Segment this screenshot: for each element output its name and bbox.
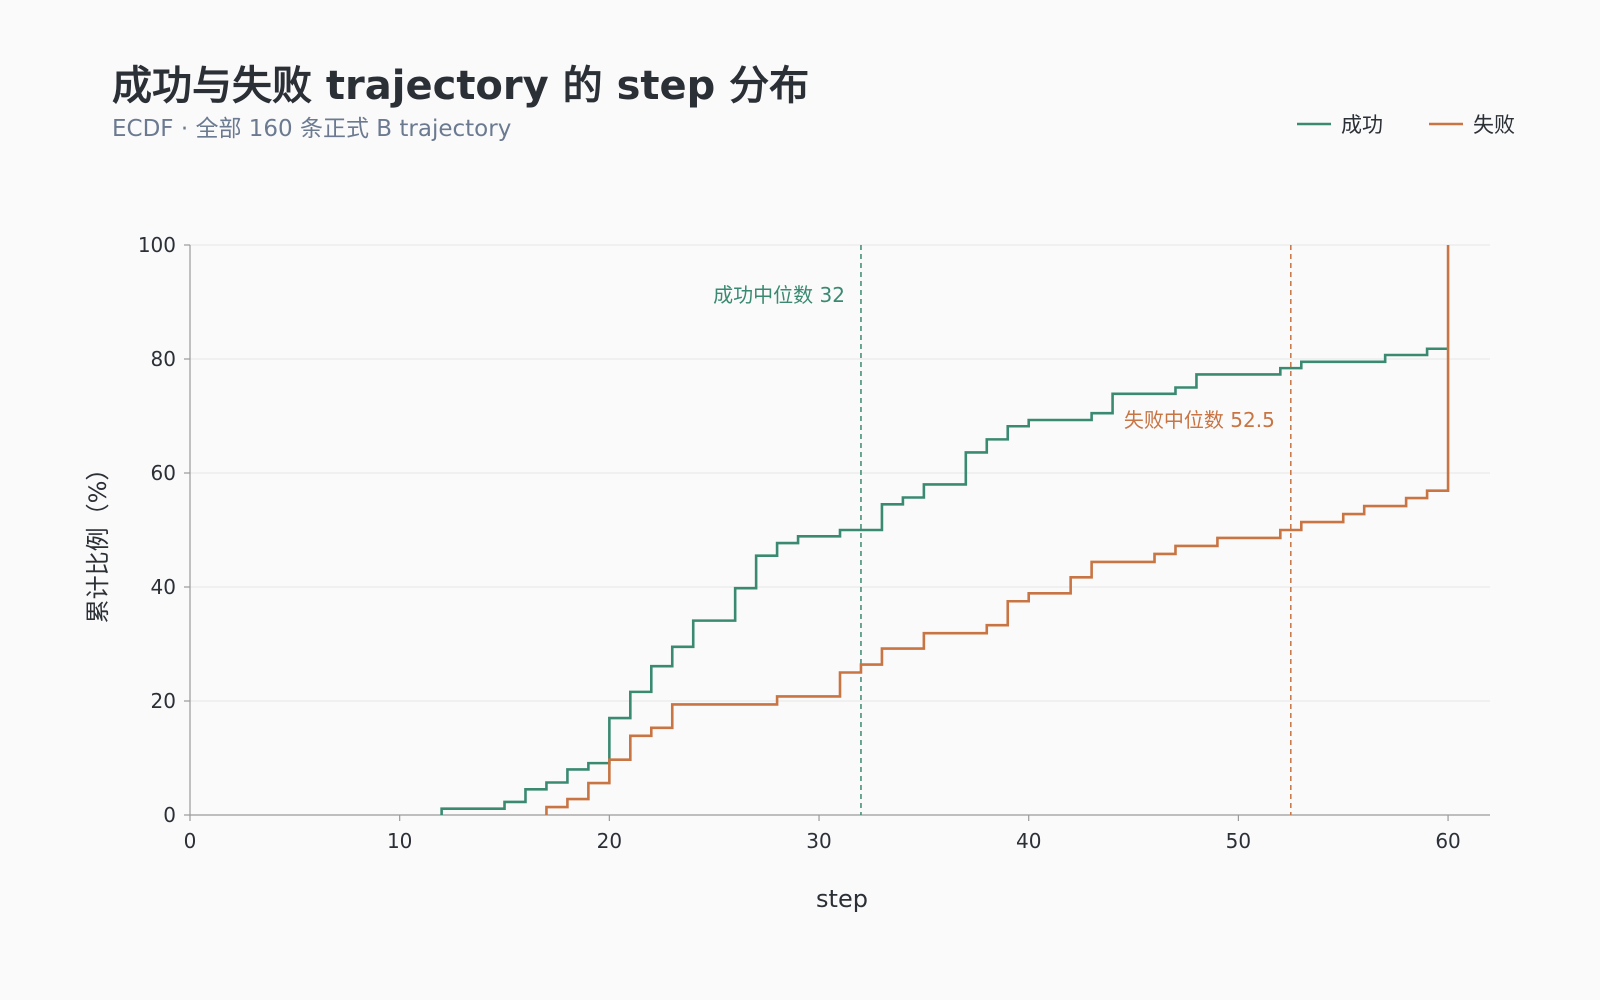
x-tick-label: 40 xyxy=(1016,829,1041,853)
y-tick-label: 40 xyxy=(151,575,176,599)
x-tick-label: 10 xyxy=(387,829,412,853)
chart-title: 成功与失败 trajectory 的 step 分布 xyxy=(112,63,809,109)
legend-label-0: 成功 xyxy=(1341,113,1383,137)
y-tick-label: 0 xyxy=(163,803,176,827)
chart-subtitle: ECDF · 全部 160 条正式 B trajectory xyxy=(112,116,511,142)
median-lines xyxy=(860,245,1292,815)
y-tick-label: 80 xyxy=(151,347,176,371)
x-axis-title: step xyxy=(816,885,868,913)
series-lines xyxy=(440,245,1450,815)
median-labels: 成功中位数 32 失败中位数 52.5 xyxy=(713,283,1275,432)
legend-label-1: 失败 xyxy=(1473,113,1515,137)
x-tick-label: 30 xyxy=(806,829,831,853)
x-tick-label: 0 xyxy=(184,829,197,853)
x-tick-label: 50 xyxy=(1226,829,1251,853)
y-tick-label: 20 xyxy=(151,689,176,713)
series-line-1 xyxy=(545,245,1450,815)
axes: 0 20 40 60 80 100 0 10 20 30 40 50 60 xyxy=(138,233,1490,853)
median-label-1: 失败中位数 52.5 xyxy=(1124,408,1275,432)
y-tick-label: 60 xyxy=(151,461,176,485)
y-axis-title: 累计比例（%） xyxy=(84,457,112,624)
median-label-0: 成功中位数 32 xyxy=(713,283,845,307)
grid xyxy=(190,244,1490,702)
x-tick-label: 60 xyxy=(1435,829,1460,853)
x-tick-label: 20 xyxy=(597,829,622,853)
legend: 成功 失败 xyxy=(1297,113,1515,137)
series-line-0 xyxy=(440,347,1449,815)
y-tick-label: 100 xyxy=(138,233,176,257)
